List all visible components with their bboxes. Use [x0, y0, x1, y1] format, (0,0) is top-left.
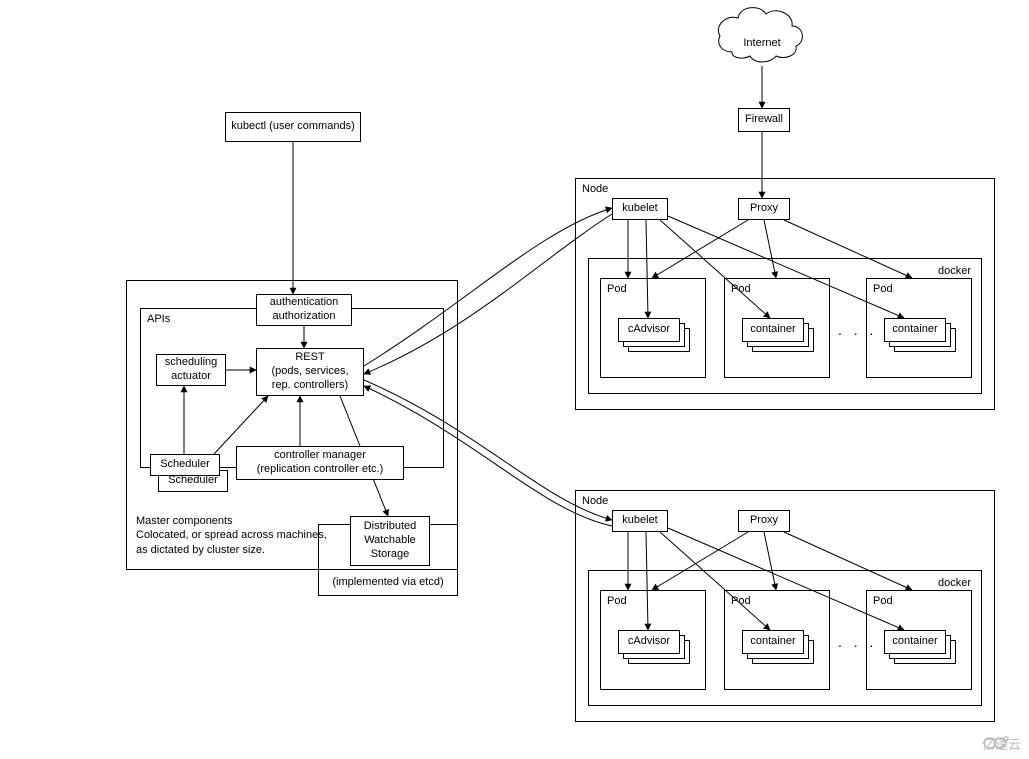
n1-proxy-label: Proxy: [750, 202, 778, 216]
rest-l2: (pods, services,: [271, 365, 348, 377]
sa-l1: scheduling: [165, 356, 218, 368]
n2-container3-label: container: [892, 635, 937, 649]
auth-l2: authorization: [273, 310, 336, 322]
n1-pod3-label: Pod: [867, 279, 899, 299]
node1-kubelet: kubelet: [612, 198, 668, 220]
watermark-icon: [982, 734, 1010, 750]
node2-label: Node: [576, 491, 614, 511]
n2-proxy-label: Proxy: [750, 514, 778, 528]
n1-container2-label: container: [750, 323, 795, 337]
st-l2: Watchable: [364, 534, 416, 546]
firewall-box: Firewall: [738, 108, 790, 132]
n2-pod1-label: Pod: [601, 591, 633, 611]
apis-label: APIs: [141, 309, 176, 329]
n1-cadvisor-label: cAdvisor: [628, 323, 670, 337]
watermark: 亿速云: [982, 734, 1021, 753]
node2-kubelet: kubelet: [612, 510, 668, 532]
sched-bot-label: Scheduler: [168, 474, 218, 488]
rest-box: REST (pods, services, rep. controllers): [256, 348, 364, 396]
sched-actuator-box: scheduling actuator: [156, 354, 226, 386]
n2-kubelet-label: kubelet: [622, 514, 657, 528]
internet-cloud: Internet: [718, 8, 802, 62]
scheduler-top: Scheduler: [150, 454, 220, 476]
n1-pod2-container: container: [742, 318, 804, 342]
n2-pod2-container: container: [742, 630, 804, 654]
n2-pod3-container: container: [884, 630, 946, 654]
kubectl-box: kubectl (user commands): [225, 112, 361, 142]
note-l2: Colocated, or spread across machines,: [136, 529, 327, 541]
kubectl-label: kubectl (user commands): [231, 120, 355, 134]
note-l3: as dictated by cluster size.: [136, 544, 265, 556]
rest-l1: REST: [295, 351, 324, 363]
cm-l2: (replication controller etc.): [257, 463, 384, 475]
n2-pod3-label: Pod: [867, 591, 899, 611]
note-l1: Master components: [136, 515, 233, 527]
sched-top-label: Scheduler: [160, 458, 210, 472]
n2-pod1-cadvisor: cAdvisor: [618, 630, 680, 654]
st-l3: Storage: [371, 548, 410, 560]
storage-impl: (implemented via etcd): [319, 575, 457, 589]
n2-cadvisor-label: cAdvisor: [628, 635, 670, 649]
master-note: Master components Colocated, or spread a…: [136, 514, 336, 557]
internet-label: Internet: [743, 37, 780, 49]
storage-inner: Distributed Watchable Storage: [350, 516, 430, 566]
controller-manager-box: controller manager (replication controlle…: [236, 446, 404, 480]
n2-pod2-label: Pod: [725, 591, 757, 611]
n1-pod3-container: container: [884, 318, 946, 342]
auth-l1: authentication: [270, 296, 339, 308]
n1-kubelet-label: kubelet: [622, 202, 657, 216]
n1-pod1-label: Pod: [601, 279, 633, 299]
st-l1: Distributed: [364, 520, 417, 532]
node2-proxy: Proxy: [738, 510, 790, 532]
node1-label: Node: [576, 179, 614, 199]
n1-container3-label: container: [892, 323, 937, 337]
n2-container2-label: container: [750, 635, 795, 649]
auth-box: authentication authorization: [256, 294, 352, 326]
n1-pod2-label: Pod: [725, 279, 757, 299]
n1-pod1-cadvisor: cAdvisor: [618, 318, 680, 342]
rest-l3: rep. controllers): [272, 379, 348, 391]
cm-l1: controller manager: [274, 449, 366, 461]
node1-proxy: Proxy: [738, 198, 790, 220]
firewall-label: Firewall: [745, 113, 783, 127]
sa-l2: actuator: [171, 370, 211, 382]
